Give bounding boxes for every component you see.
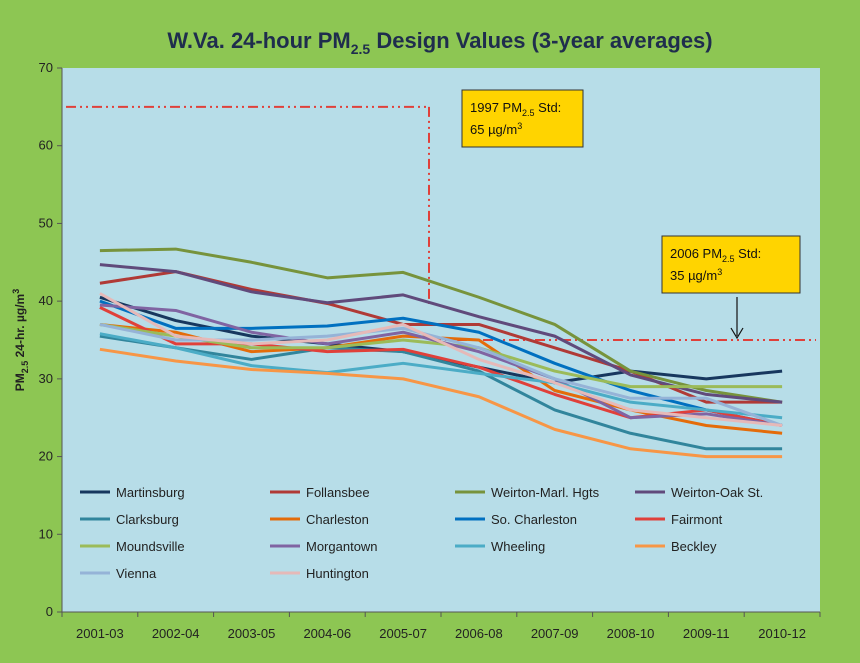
annotation-sub: 2.5 <box>522 108 535 118</box>
annotation-box <box>461 89 584 148</box>
annotation-line: 2006 PM2.5 Std: <box>670 246 761 264</box>
annotation-arrowhead <box>730 327 744 340</box>
y-axis-label: PM2.5 24-hr. µg/m3 <box>11 289 30 391</box>
title-sub: 2.5 <box>351 41 371 57</box>
legend-label: Vienna <box>116 566 157 581</box>
y-tick-label: 10 <box>39 526 53 541</box>
series-line <box>99 347 783 459</box>
series-line <box>99 322 783 389</box>
annotation-box <box>661 235 801 294</box>
y-tick-label: 70 <box>39 60 53 75</box>
legend-label: Clarksburg <box>116 512 179 527</box>
annotation-sup: 3 <box>717 267 722 277</box>
annotation-part: 2006 PM <box>670 246 722 261</box>
legend-label: Moundsville <box>116 539 185 554</box>
series-line <box>99 263 783 404</box>
legend-label: Wheeling <box>491 539 545 554</box>
legend-label: Weirton-Oak St. <box>671 485 763 500</box>
title-part: Design Values (3-year averages) <box>370 28 712 53</box>
annotation-line: 1997 PM2.5 Std: <box>470 100 561 118</box>
legend-label: Charleston <box>306 512 369 527</box>
annotation-part: Std: <box>535 100 562 115</box>
series-line <box>99 299 783 427</box>
legend-label: Martinsburg <box>116 485 185 500</box>
legend-label: Huntington <box>306 566 369 581</box>
annotation-part: 1997 PM <box>470 100 522 115</box>
legend-label: Follansbee <box>306 485 370 500</box>
plot <box>66 105 816 459</box>
x-tick-label: 2005-07 <box>379 626 427 641</box>
y-tick-label: 60 <box>39 138 53 153</box>
x-tick-label: 2006-08 <box>455 626 503 641</box>
legend-label: Fairmont <box>671 512 723 527</box>
chart-title: W.Va. 24-hour PM2.5 Design Values (3-yea… <box>167 28 712 57</box>
label-sup: 3 <box>11 289 21 294</box>
x-tick-label: 2007-09 <box>531 626 579 641</box>
series-line <box>99 334 783 451</box>
x-tick-label: 2009-11 <box>683 626 730 641</box>
series-line <box>99 247 783 404</box>
legend-label: So. Charleston <box>491 512 577 527</box>
legend-label: Weirton-Marl. Hgts <box>491 485 600 500</box>
label-sub: 2.5 <box>20 361 30 374</box>
annotation-line: 65 µg/m3 <box>470 121 522 137</box>
annotation-part: 35 µg/m <box>670 268 717 283</box>
annotation-line: 35 µg/m3 <box>670 267 722 283</box>
y-tick-label: 30 <box>39 371 53 386</box>
x-tick-label: 2004-06 <box>303 626 351 641</box>
x-tick-label: 2008-10 <box>607 626 655 641</box>
series-line <box>99 292 783 427</box>
y-tick-label: 40 <box>39 293 53 308</box>
annotation-sub: 2.5 <box>722 254 735 264</box>
y-tick-label: 0 <box>46 604 53 619</box>
y-tick-label: 50 <box>39 215 53 230</box>
title-part: W.Va. 24-hour PM <box>167 28 350 53</box>
label-part: PM <box>13 373 27 391</box>
x-tick-label: 2002-04 <box>152 626 200 641</box>
x-tick-label: 2003-05 <box>228 626 276 641</box>
y-tick-label: 20 <box>39 449 53 464</box>
annotation-sup: 3 <box>517 121 522 131</box>
series-line <box>99 332 783 420</box>
label-part: 24-hr. µg/m <box>13 294 27 361</box>
annotation-part: Std: <box>735 246 762 261</box>
x-tick-label: 2001-03 <box>76 626 124 641</box>
annotation-part: 65 µg/m <box>470 122 517 137</box>
legend-label: Beckley <box>671 539 717 554</box>
legend-label: Morgantown <box>306 539 378 554</box>
x-tick-label: 2010-12 <box>758 626 806 641</box>
